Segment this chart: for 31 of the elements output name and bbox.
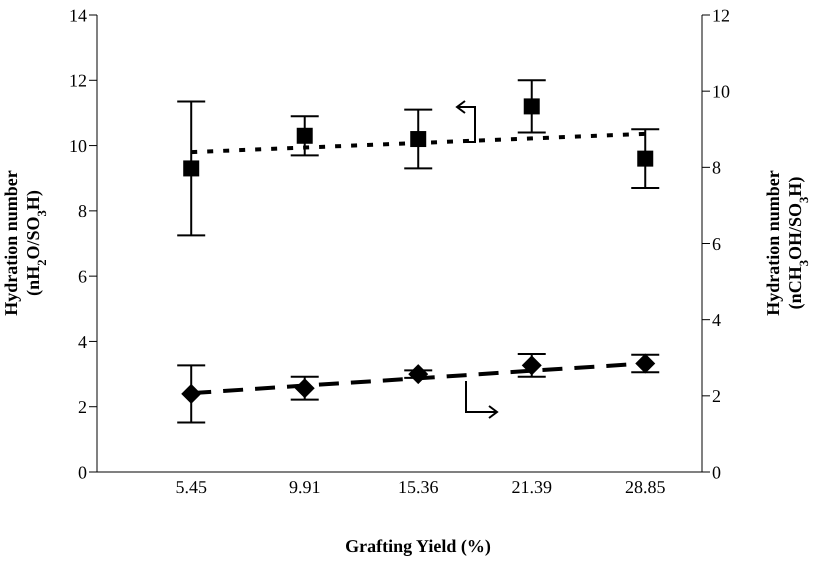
x-tick-label: 9.91 [288, 476, 320, 497]
y-tick-label: 4 [78, 332, 87, 352]
x-axis-title: Grafting Yield (%) [345, 536, 491, 556]
y-tick-label: 0 [78, 462, 87, 482]
y2-tick-label: 10 [712, 82, 730, 102]
y2-tick-label: 0 [712, 462, 721, 482]
y-tick-label: 12 [69, 70, 87, 91]
point [294, 378, 315, 398]
point [410, 131, 426, 148]
x-tick-label: 28.85 [624, 476, 666, 497]
y2-tick-label: 4 [712, 310, 721, 330]
point [408, 364, 428, 384]
point [524, 98, 540, 114]
y2-tick-label: 12 [712, 5, 730, 26]
x-tick-label: 21.39 [511, 476, 552, 497]
point [183, 160, 200, 176]
y-tick-label: 14 [69, 5, 87, 26]
point [296, 128, 313, 144]
x-tick-label: 5.45 [175, 476, 207, 497]
y-tick-label: 2 [78, 397, 87, 418]
y2-tick-label: 8 [712, 158, 721, 178]
y2-tick-label: 6 [712, 234, 721, 254]
point [181, 384, 202, 404]
y2-tick-label: 2 [712, 386, 721, 406]
y-tick-label: 6 [78, 266, 87, 287]
y-tick-label: 8 [78, 201, 87, 222]
x-tick-label: 15.36 [398, 476, 438, 497]
point [522, 355, 542, 376]
point [637, 150, 654, 167]
y-tick-label: 10 [69, 136, 87, 156]
point [635, 353, 656, 374]
